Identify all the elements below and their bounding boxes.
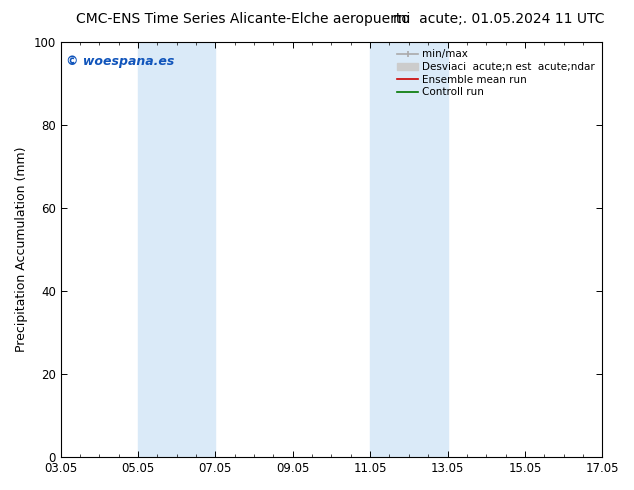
Text: © woespana.es: © woespana.es: [66, 54, 174, 68]
Bar: [370, 42, 448, 457]
Legend: min/max, Desviaci  acute;n est  acute;ndar, Ensemble mean run, Controll run: min/max, Desviaci acute;n est acute;ndar…: [393, 45, 599, 101]
Y-axis label: Precipitation Accumulation (mm): Precipitation Accumulation (mm): [15, 147, 28, 352]
Bar: [138, 42, 216, 457]
Text: mi  acute;. 01.05.2024 11 UTC: mi acute;. 01.05.2024 11 UTC: [393, 12, 605, 26]
Text: CMC-ENS Time Series Alicante-Elche aeropuerto: CMC-ENS Time Series Alicante-Elche aerop…: [76, 12, 410, 26]
